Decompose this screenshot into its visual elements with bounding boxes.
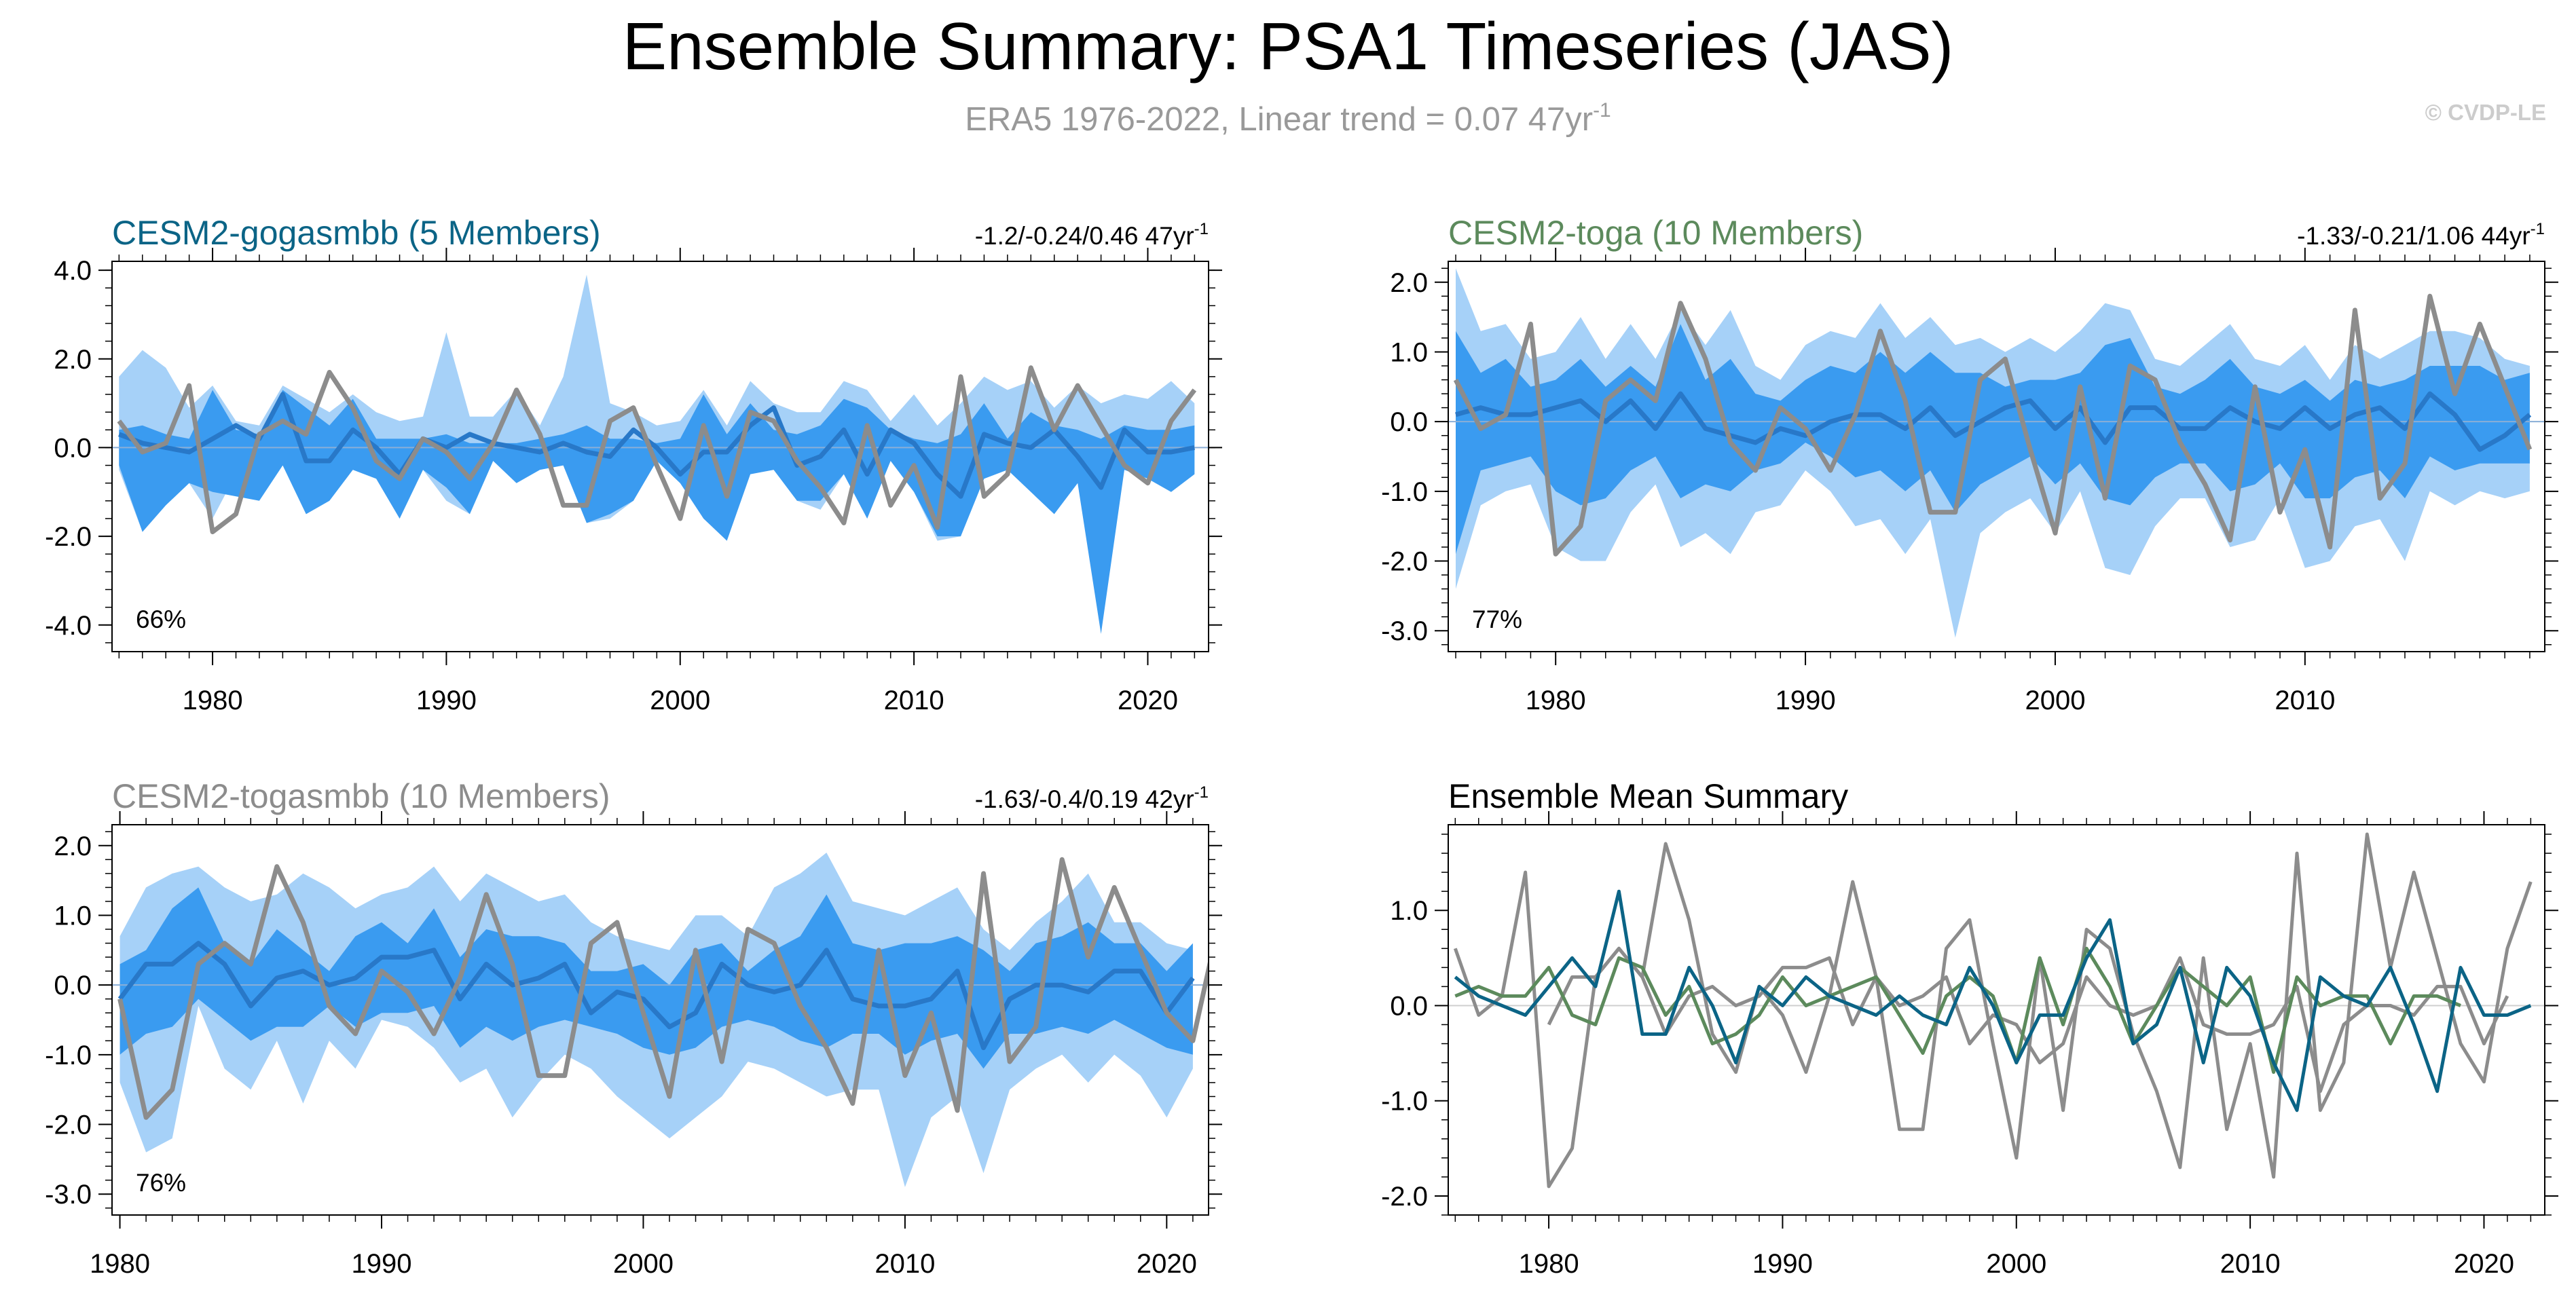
figure-subtitle-main: ERA5 1976-2022, Linear trend = 0.07 47yr [965, 101, 1593, 138]
series-line-cesm2-gogasmbb [1454, 889, 2532, 1113]
x-tick-label: 2020 [1118, 686, 1178, 715]
x-tick-label: 2010 [2220, 1249, 2281, 1279]
y-tick-label: -3.0 [45, 1180, 92, 1210]
panel-toga: 77% -1.33/-0.21/1.06 44yr-1 CESM2-toga (10… [1381, 214, 2558, 715]
observed-line [117, 365, 1197, 535]
series-line-era5 [1453, 832, 2533, 1189]
y-tick-label: -3.0 [1381, 616, 1428, 646]
figure-subtitle-sup: -1 [1593, 99, 1611, 122]
panel-title: Ensemble Mean Summary [1448, 777, 1848, 815]
x-tick-label: 2010 [875, 1249, 935, 1279]
y-tick-label: -2.0 [45, 1110, 92, 1140]
x-tick-label: 2000 [650, 686, 710, 715]
x-tick-label: 1980 [90, 1249, 150, 1279]
series-line-cesm2-toga [1454, 946, 2461, 1075]
x-tick-label: 2010 [2275, 686, 2335, 715]
y-tick-label: -2.0 [1381, 547, 1428, 577]
percent-label: 66% [136, 605, 186, 633]
plot-area [112, 274, 1209, 634]
y-tick-label: 2.0 [54, 345, 92, 375]
y-tick-label: 0.0 [54, 433, 92, 463]
x-tick-label: 2020 [1137, 1249, 1197, 1279]
plot-frame [111, 824, 1209, 1216]
x-tick-label: 2020 [2454, 1249, 2514, 1279]
panels: 66%-1.2/-0.24/0.46 47yr-1CESM2-gogasmbb … [45, 214, 2558, 1279]
inner-band [119, 390, 1195, 634]
y-tick-label: 0.0 [1390, 991, 1428, 1021]
watermark: © CVDP-LE [2425, 100, 2546, 125]
inner-band [1456, 324, 2530, 555]
y-tick-label: 2.0 [1390, 268, 1428, 298]
trend-text: -1.2/-0.24/0.46 47yr-1 [975, 220, 1209, 250]
plot-frame [111, 261, 1209, 652]
ensemble-mean-line [117, 941, 1195, 1051]
trend-text: -1.63/-0.4/0.19 42yr-1 [975, 783, 1209, 813]
y-tick-label: -4.0 [45, 611, 92, 641]
y-tick-label: 2.0 [54, 831, 92, 861]
x-tick-label: 1990 [352, 1249, 412, 1279]
x-tick-label: 1980 [1519, 1249, 1579, 1279]
panel-gogasmbb: 66% -1.2/-0.24/0.46 47yr-1 CESM2-gogasmbb … [45, 214, 1222, 715]
y-tick-label: 1.0 [54, 901, 92, 931]
plot-frame [1448, 261, 2545, 652]
x-tick-label: 1990 [416, 686, 477, 715]
percent-label: 76% [136, 1169, 186, 1197]
trend-text-sup: -1 [1194, 220, 1209, 238]
x-tick-label: 2000 [2025, 686, 2085, 715]
ensemble-mean-line [1455, 391, 2532, 452]
series-line-cesm2-togasmbb [1547, 946, 2509, 1094]
panel-title: CESM2-toga (10 Members) [1448, 214, 1863, 252]
percent-label: 77% [1472, 605, 1522, 633]
trend-text-sup: -1 [2531, 220, 2545, 238]
y-tick-label: 0.0 [1390, 407, 1428, 437]
x-tick-label: 2000 [1986, 1249, 2046, 1279]
y-tick-label: -1.0 [45, 1041, 92, 1070]
y-tick-label: -1.0 [1381, 477, 1428, 507]
trend-text-main: -1.33/-0.21/1.06 44yr [2297, 222, 2531, 250]
panel-title: CESM2-togasmbb (10 Members) [112, 777, 610, 815]
plot-area [1448, 832, 2545, 1189]
trend-text: -1.33/-0.21/1.06 44yr-1 [2297, 220, 2545, 250]
x-tick-label: 1990 [1752, 1249, 1813, 1279]
x-tick-label: 2000 [613, 1249, 674, 1279]
trend-text-main: -1.2/-0.24/0.46 47yr [975, 222, 1194, 250]
y-tick-label: -2.0 [45, 522, 92, 552]
y-tick-label: 1.0 [1390, 337, 1428, 367]
panel-title: CESM2-gogasmbb (5 Members) [112, 214, 601, 252]
y-tick-label: -1.0 [1381, 1087, 1428, 1117]
panel-togasmbb: 76% -1.63/-0.4/0.19 42yr-1 CESM2-togasmbb … [45, 777, 1222, 1279]
figure-subtitle: ERA5 1976-2022, Linear trend = 0.07 47yr… [965, 99, 1611, 138]
y-tick-label: 4.0 [54, 256, 92, 286]
observed-line [117, 857, 1209, 1120]
x-tick-label: 1990 [1775, 686, 1836, 715]
y-tick-label: 1.0 [1390, 896, 1428, 926]
y-tick-label: -2.0 [1381, 1182, 1428, 1212]
plot-area [1448, 268, 2545, 638]
trend-text-main: -1.63/-0.4/0.19 42yr [975, 785, 1194, 813]
trend-text-sup: -1 [1194, 783, 1209, 802]
panel-mean_summary: Ensemble Mean Summary -2.0 -1.0 0.0 1.0 1980 1… [1381, 777, 2558, 1279]
x-tick-label: 1980 [1526, 686, 1586, 715]
x-tick-label: 2010 [884, 686, 944, 715]
observed-line [1453, 293, 2533, 557]
figure-title: Ensemble Summary: PSA1 Timeseries (JAS) [623, 9, 1954, 83]
x-tick-label: 1980 [183, 686, 243, 715]
plot-frame [1448, 824, 2545, 1216]
y-tick-label: 0.0 [54, 971, 92, 1001]
plot-area [112, 853, 1209, 1187]
